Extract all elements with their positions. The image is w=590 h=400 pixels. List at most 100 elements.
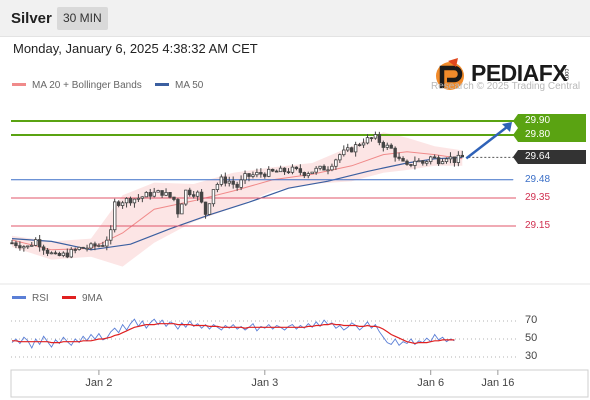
candle-up — [440, 161, 445, 165]
candle-up — [180, 203, 184, 215]
candle-up — [164, 192, 168, 196]
price-label-29.35: 29.35 — [525, 192, 551, 203]
candle-up — [278, 167, 283, 173]
candle-up — [444, 158, 449, 162]
logo-text: PEDIAFX — [471, 60, 568, 86]
price-label-pointer — [513, 150, 518, 165]
candle-down — [322, 165, 326, 171]
rsi-tick-70: 70 — [525, 314, 538, 326]
candle-up — [97, 245, 101, 247]
candle-up — [85, 247, 89, 250]
candle-down — [81, 246, 85, 249]
candle-down — [452, 156, 457, 163]
candle-up — [330, 165, 334, 171]
rsi-tick-50: 50 — [525, 332, 538, 344]
header-bar: Silver 30 MIN — [0, 0, 590, 37]
legend-ma20-label: MA 20 + Bollinger Bands — [32, 80, 142, 91]
candle-down — [128, 198, 133, 204]
candle-down — [298, 168, 303, 173]
candle-up — [215, 184, 220, 190]
candle-up — [338, 154, 342, 161]
candle-down — [235, 183, 239, 188]
candle-up — [365, 137, 370, 144]
x-tick-label: Jan 2 — [85, 377, 113, 389]
candle-up — [22, 246, 26, 249]
ma20-swatch — [12, 82, 26, 86]
candle-up — [243, 173, 247, 181]
candle-down — [409, 164, 413, 166]
candle-down — [286, 171, 291, 174]
price-label-pointer — [513, 114, 518, 128]
rsi-tick-30: 30 — [525, 350, 538, 362]
candle-down — [231, 180, 235, 185]
candle-up — [346, 147, 350, 151]
candle-down — [405, 160, 409, 165]
candle-up — [342, 149, 346, 156]
price-label-29.48: 29.48 — [518, 172, 586, 187]
candle-up — [207, 203, 212, 215]
candle-up — [140, 196, 145, 199]
candle-up — [132, 198, 137, 204]
candle-up — [334, 159, 338, 167]
candle-down — [377, 134, 382, 143]
price-label-pointer — [513, 172, 518, 187]
candle-up — [219, 176, 224, 185]
candle-up — [425, 161, 429, 164]
candle-up — [314, 167, 318, 173]
candle-up — [428, 156, 433, 162]
time-axis-frame — [10, 369, 589, 398]
candle-up — [124, 198, 129, 204]
forecast-arrow-line — [465, 126, 508, 160]
x-tick-label: Jan 3 — [251, 377, 279, 389]
candle-up — [105, 239, 109, 247]
candle-up — [456, 154, 461, 163]
candle-up — [385, 144, 389, 148]
candle-down — [247, 173, 251, 177]
candle-up — [255, 172, 259, 176]
legend-rsi-ma-label: 9MA — [82, 293, 103, 304]
legend-rsi-label: RSI — [32, 293, 49, 304]
candle-down — [401, 158, 405, 162]
rsi-ma-line — [12, 323, 455, 345]
copyright-notice: Research © 2025 Trading Central — [431, 81, 581, 92]
candle-down — [14, 242, 18, 247]
legend-ma20: MA 20 + Bollinger Bands — [12, 80, 142, 91]
candle-down — [274, 170, 279, 173]
candle-up — [413, 160, 417, 166]
candle-down — [73, 249, 77, 251]
timeframe-badge[interactable]: 30 MIN — [57, 7, 108, 30]
candle-up — [306, 173, 310, 177]
candle-up — [361, 142, 366, 146]
candle-down — [263, 173, 267, 177]
candle-up — [152, 191, 156, 197]
candle-down — [223, 176, 227, 184]
candle-up — [353, 144, 358, 153]
candle-down — [101, 245, 105, 247]
candle-down — [302, 172, 306, 177]
x-tick-label: Jan 6 — [417, 377, 445, 389]
candle-down — [45, 249, 50, 254]
candle-up — [136, 197, 141, 200]
price-label-pointer — [513, 128, 518, 142]
candle-up — [318, 165, 322, 169]
candle-up — [156, 190, 160, 193]
candle-down — [53, 252, 58, 255]
candle-down — [188, 189, 192, 196]
legend-ma50: MA 50 — [155, 80, 203, 91]
candle-down — [148, 192, 152, 197]
candle-down — [270, 168, 275, 172]
candle-down — [93, 243, 97, 247]
candle-down — [397, 156, 401, 159]
candle-up — [326, 169, 330, 172]
candle-down — [369, 137, 374, 140]
legend-rsi: RSI — [12, 293, 49, 304]
forecast-arrow-head-icon — [502, 122, 512, 132]
timestamp: Monday, January 6, 2025 4:38:32 AM CET — [13, 41, 258, 56]
candle-down — [176, 199, 180, 215]
candle-down — [432, 156, 437, 159]
price-label-29.80: 29.80 — [518, 128, 586, 142]
candle-up — [69, 249, 73, 258]
candle-up — [26, 245, 30, 248]
candle-up — [227, 180, 231, 184]
